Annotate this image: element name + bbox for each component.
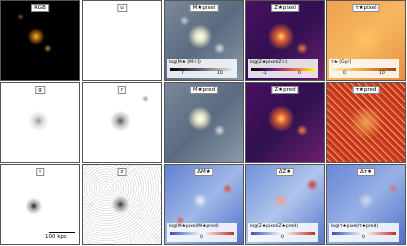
image-panel: g xyxy=(0,82,80,163)
panel-label: z xyxy=(117,168,127,176)
panel-label: ΔM★ xyxy=(194,168,214,176)
panel-label: Z★pixel xyxy=(271,4,299,12)
panel-label: i xyxy=(36,168,44,176)
colorbar: log(Z★pixel/Z★pred) 0 xyxy=(248,223,318,242)
colorbar: log(M★ [M☉]) 7 10 xyxy=(167,59,237,78)
colorbar-tick: 0 xyxy=(281,235,284,240)
image-panel: Z★pixel log(Z★pixel/Z☉) -1 0 xyxy=(245,0,325,81)
colorbar-label: log(Z★pixel/Z★pred) xyxy=(250,224,298,229)
colorbar: log(Z★pixel/Z☉) -1 0 xyxy=(248,59,318,78)
colorbar-tick: 10 xyxy=(379,71,385,76)
colorbar-label: log(M★ [M☉]) xyxy=(169,60,201,65)
panel-label: M★pred xyxy=(189,86,219,94)
colorbar-gradient xyxy=(251,232,315,235)
scale-bar-label: 100 kpc xyxy=(45,234,67,240)
panel-label: τ★pixel xyxy=(352,4,380,12)
image-panel: ΔZ★ log(Z★pixel/Z★pred) 0 xyxy=(245,164,325,245)
image-panel: M★pixel log(M★ [M☉]) 7 10 xyxy=(164,0,244,81)
colorbar-tick: 7 xyxy=(181,71,184,76)
image-panel: u xyxy=(82,0,162,81)
image-panel: ΔM★ log(M★pixel/M★pred) 0 xyxy=(164,164,244,245)
colorbar-tick: 0 xyxy=(298,71,301,76)
colorbar-gradient xyxy=(332,68,396,71)
panel-label: r xyxy=(117,86,127,94)
panel-label: ΔZ★ xyxy=(275,168,295,176)
image-panel: RGB xyxy=(0,0,80,81)
colorbar-tick: 0 xyxy=(343,71,346,76)
panel-label: τ★pred xyxy=(352,86,380,94)
image-panel: r xyxy=(82,82,162,163)
colorbar-tick: 0 xyxy=(362,235,365,240)
colorbar-label: log(Z★pixel/Z☉) xyxy=(250,60,288,65)
image-panel: M★pred xyxy=(164,82,244,163)
image-panel: Δτ★ log(τ★pixel/τ★pred) 0 xyxy=(326,164,406,245)
panel-label: u xyxy=(117,4,127,12)
image-panel: z xyxy=(82,164,162,245)
image-panel: Z★pred xyxy=(245,82,325,163)
image-panel: τ★pixel τ★ [Gyr] 0 10 xyxy=(326,0,406,81)
image-panel: τ★pred xyxy=(326,82,406,163)
colorbar: log(M★pixel/M★pred) 0 xyxy=(167,223,237,242)
panel-label: M★pixel xyxy=(189,4,219,12)
colorbar-label: τ★ [Gyr] xyxy=(331,60,352,65)
scale-bar xyxy=(49,232,75,233)
colorbar-gradient xyxy=(251,68,315,71)
colorbar-tick: 0 xyxy=(200,235,203,240)
colorbar-label: log(τ★pixel/τ★pred) xyxy=(331,224,379,229)
panel-label: Z★pred xyxy=(271,86,299,94)
panel-label: Δτ★ xyxy=(356,168,376,176)
colorbar-gradient xyxy=(170,68,234,71)
colorbar-tick: -1 xyxy=(262,71,267,76)
colorbar-gradient xyxy=(170,232,234,235)
colorbar-label: log(M★pixel/M★pred) xyxy=(169,224,219,229)
panel-label: RGB xyxy=(31,4,49,12)
image-panel: i 100 kpc xyxy=(0,164,80,245)
colorbar: log(τ★pixel/τ★pred) 0 xyxy=(329,223,399,242)
colorbar-gradient xyxy=(332,232,396,235)
colorbar-tick: 10 xyxy=(217,71,223,76)
panel-label: g xyxy=(35,86,45,94)
colorbar: τ★ [Gyr] 0 10 xyxy=(329,59,399,78)
